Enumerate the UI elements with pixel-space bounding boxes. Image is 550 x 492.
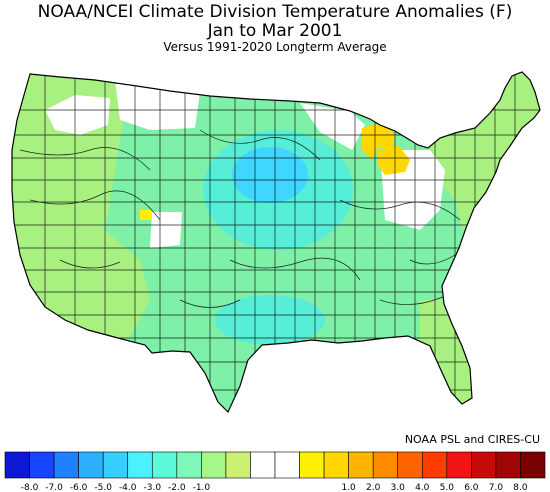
colorbar-swatch — [446, 451, 472, 479]
colorbar-tick-label: 6.0 — [464, 483, 479, 492]
colorbar-swatch — [495, 451, 521, 479]
colorbar-swatch — [78, 451, 104, 479]
colorbar-swatch — [250, 451, 276, 479]
colorbar-tick-label: -1.0 — [193, 483, 211, 492]
colorbar-swatch — [176, 451, 202, 479]
colorbar-swatch — [201, 451, 227, 479]
colorbar-tick-label: 3.0 — [391, 483, 406, 492]
colorbar-swatch — [323, 451, 349, 479]
colorbar-tick-label: -4.0 — [119, 483, 137, 492]
northern-plains-coldest-core — [232, 147, 308, 203]
colorbar-tick-label: -8.0 — [21, 483, 39, 492]
southern-plains-cool-patch — [215, 295, 325, 345]
map-baseline-note: Versus 1991-2020 Longterm Average — [163, 40, 387, 54]
colorbar-tick-label: 7.0 — [489, 483, 504, 492]
colorbar-tick-label: -6.0 — [70, 483, 88, 492]
map-subtitle: Jan to Mar 2001 — [207, 21, 343, 41]
us-climate-division-map — [11, 71, 541, 414]
colorbar-tick-label: 5.0 — [440, 483, 455, 492]
colorbar-swatch — [471, 451, 497, 479]
colorbar-swatch — [225, 451, 251, 479]
colorbar-swatch — [274, 451, 300, 479]
colorbar-swatch — [397, 451, 423, 479]
colorbar-tick-label: 2.0 — [366, 483, 381, 492]
us-outline — [11, 71, 541, 414]
northern-rockies-near-normal — [115, 80, 200, 130]
data-credit: NOAA PSL and CIRES-CU — [404, 433, 540, 446]
michigan-warm-anomaly — [362, 122, 395, 160]
division-irregular-borders — [19, 129, 491, 308]
colorbar-swatch — [29, 451, 55, 479]
map-title: NOAA/NCEI Climate Division Temperature A… — [37, 2, 513, 22]
colorbar-swatch — [127, 451, 153, 479]
upper-midwest-near-normal — [300, 103, 365, 150]
colorbar-swatch — [151, 451, 178, 479]
colorado-near-normal — [150, 212, 182, 248]
colorbar-tick-label: 4.0 — [415, 483, 430, 492]
colorbar-swatch — [299, 451, 325, 479]
anomaly-colorbar: -8.0 -7.0 -6.0 -5.0 -4.0 -3.0 -2.0 -1.0 1.0 2.0 3.… — [4, 451, 546, 492]
colorbar-tick-label: -7.0 — [45, 483, 63, 492]
colorbar-swatch — [4, 451, 30, 479]
colorbar-swatches — [4, 451, 546, 479]
colorbar-tick-label: -5.0 — [94, 483, 112, 492]
colorbar-swatch — [53, 451, 79, 479]
map-land — [11, 71, 541, 414]
colorbar-tick-label: -2.0 — [168, 483, 186, 492]
pacific-northwest-near-normal — [45, 95, 110, 135]
utah-warm-anomaly — [140, 210, 152, 220]
lower-michigan-warm-anomaly — [378, 145, 410, 175]
colorbar-swatch — [348, 451, 374, 479]
colorbar-tick-label: 1.0 — [341, 483, 356, 492]
colorbar-swatch — [372, 451, 399, 479]
colorbar-tick-label: -3.0 — [143, 483, 161, 492]
colorbar-tick-labels: -8.0 -7.0 -6.0 -5.0 -4.0 -3.0 -2.0 -1.0 1.0 2.0 3.… — [21, 483, 528, 492]
colorbar-tick-label: 8.0 — [513, 483, 528, 492]
colorbar-swatch — [102, 451, 129, 479]
colorbar-swatch — [520, 451, 546, 479]
colorbar-swatch — [421, 451, 448, 479]
